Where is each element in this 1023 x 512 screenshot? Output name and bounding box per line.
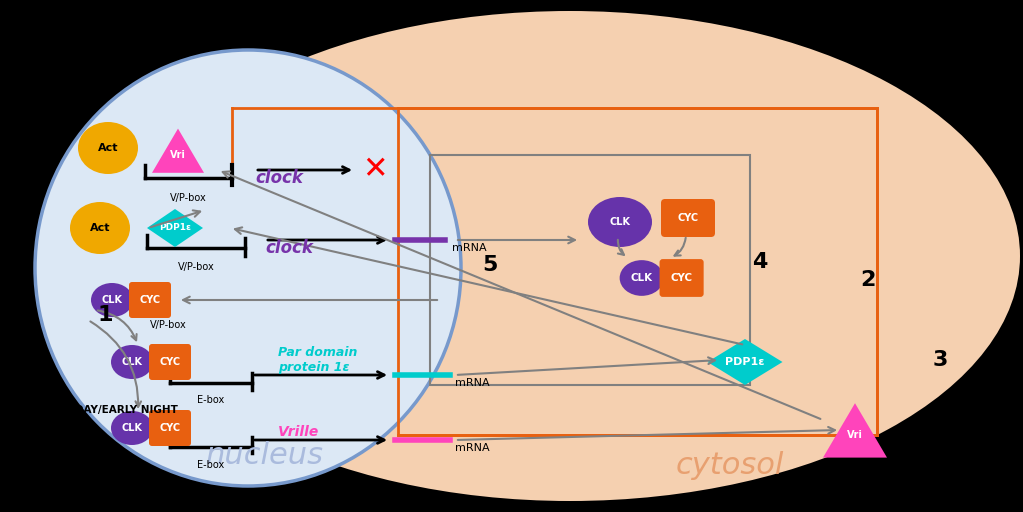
Ellipse shape bbox=[70, 202, 130, 254]
Text: E-box: E-box bbox=[197, 460, 225, 470]
FancyBboxPatch shape bbox=[129, 282, 171, 318]
Polygon shape bbox=[152, 129, 204, 173]
Ellipse shape bbox=[112, 345, 153, 379]
Text: CLK: CLK bbox=[610, 217, 630, 227]
Text: clock: clock bbox=[255, 169, 303, 187]
FancyBboxPatch shape bbox=[660, 259, 704, 297]
Text: E-box: E-box bbox=[197, 395, 225, 405]
Text: 4: 4 bbox=[752, 252, 767, 272]
Text: mRNA: mRNA bbox=[455, 443, 490, 453]
Text: Vri: Vri bbox=[170, 150, 186, 160]
Text: V/P-box: V/P-box bbox=[178, 262, 215, 272]
Text: CYC: CYC bbox=[671, 273, 693, 283]
Text: CYC: CYC bbox=[139, 295, 161, 305]
Text: V/P-box: V/P-box bbox=[170, 193, 207, 203]
Text: Act: Act bbox=[90, 223, 110, 233]
Text: Act: Act bbox=[98, 143, 119, 153]
Text: 3: 3 bbox=[932, 350, 947, 370]
Polygon shape bbox=[708, 339, 783, 385]
FancyBboxPatch shape bbox=[661, 199, 715, 237]
Polygon shape bbox=[822, 403, 887, 458]
Text: nucleus: nucleus bbox=[206, 440, 324, 470]
Text: 5: 5 bbox=[482, 255, 497, 275]
FancyBboxPatch shape bbox=[149, 344, 191, 380]
Text: clock: clock bbox=[265, 239, 313, 257]
Polygon shape bbox=[147, 209, 203, 247]
Ellipse shape bbox=[120, 11, 1020, 501]
Ellipse shape bbox=[35, 50, 461, 486]
Text: PDP1ε: PDP1ε bbox=[159, 224, 191, 232]
Text: CYC: CYC bbox=[160, 357, 181, 367]
Text: ✕: ✕ bbox=[362, 156, 388, 184]
Text: CYC: CYC bbox=[160, 423, 181, 433]
Text: LATE DAY/EARLY NIGHT: LATE DAY/EARLY NIGHT bbox=[43, 405, 177, 415]
Text: mRNA: mRNA bbox=[452, 243, 487, 253]
Ellipse shape bbox=[112, 411, 153, 445]
Text: CLK: CLK bbox=[630, 273, 653, 283]
Text: 1: 1 bbox=[97, 305, 113, 325]
Ellipse shape bbox=[91, 283, 133, 317]
Ellipse shape bbox=[78, 122, 138, 174]
FancyBboxPatch shape bbox=[149, 410, 191, 446]
Text: Par domain
protein 1ε: Par domain protein 1ε bbox=[278, 346, 357, 374]
Text: 2: 2 bbox=[860, 270, 876, 290]
Text: PDP1ε: PDP1ε bbox=[725, 357, 765, 367]
Text: Vri: Vri bbox=[847, 430, 863, 440]
Text: V/P-box: V/P-box bbox=[149, 320, 186, 330]
Text: Vrille: Vrille bbox=[278, 425, 319, 439]
Text: CLK: CLK bbox=[122, 423, 142, 433]
Text: cytosol: cytosol bbox=[676, 451, 785, 480]
Text: CLK: CLK bbox=[122, 357, 142, 367]
Text: CYC: CYC bbox=[677, 213, 699, 223]
Text: mRNA: mRNA bbox=[455, 378, 490, 388]
Ellipse shape bbox=[620, 260, 664, 296]
Ellipse shape bbox=[588, 197, 652, 247]
Text: CLK: CLK bbox=[101, 295, 123, 305]
